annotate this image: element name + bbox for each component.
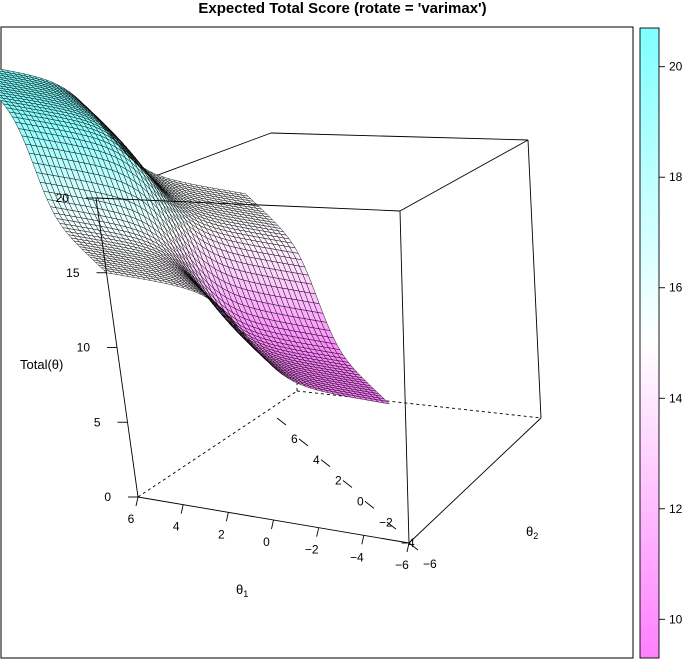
colorkey-bar: [639, 27, 660, 659]
z-tick-label: 5: [94, 415, 101, 429]
surface-mesh: [0, 68, 391, 405]
x-tick: [361, 535, 365, 545]
x-tick: [225, 512, 229, 522]
y-tick: [342, 480, 353, 488]
y-tick: [298, 438, 309, 447]
y-tick: [320, 459, 331, 468]
x-tick-label: −4: [350, 550, 364, 564]
y-tick-label: 4: [313, 453, 320, 467]
chart-title: Expected Total Score (rotate = 'varimax'…: [198, 0, 487, 17]
z-tick-label: 0: [104, 490, 111, 504]
y-tick-label: 0: [357, 495, 364, 509]
x-tick-label: 4: [173, 520, 180, 534]
y-tick-label: 6: [291, 432, 298, 446]
x-tick-label: 6: [128, 512, 135, 526]
z-tick-label: 10: [77, 341, 91, 355]
surface-facet: [380, 400, 391, 405]
x-tick-label: −2: [305, 543, 319, 557]
x-tick: [271, 519, 274, 530]
y-tick-label: −6: [423, 557, 437, 571]
colorkey-tick-label: 20: [669, 60, 683, 74]
y-tick-label: −4: [401, 536, 415, 550]
x-tick: [316, 527, 320, 537]
colorkey-tick-label: 10: [669, 612, 683, 626]
y-tick: [408, 542, 419, 551]
y-tick: [276, 417, 287, 426]
x-tick: [406, 542, 410, 553]
z-axis-label: Total(θ): [20, 357, 63, 372]
colorkey-tick-label: 18: [669, 170, 683, 184]
y-axis-label: θ2: [526, 524, 538, 541]
colorkey-tick-label: 14: [669, 391, 683, 405]
x-tick: [135, 496, 139, 507]
z-tick-label: 20: [56, 191, 70, 205]
y-tick-label: −2: [379, 515, 393, 529]
x-tick: [180, 504, 184, 514]
x-axis-label: θ1: [236, 582, 248, 599]
z-tick-label: 15: [66, 266, 80, 280]
colorkey-ticks: 10 12 14 16 18 20: [659, 60, 683, 626]
y-tick: [364, 500, 375, 509]
x-tick-label: 2: [218, 527, 225, 541]
colorkey-tick-label: 16: [669, 281, 683, 295]
colorkey-tick-label: 12: [669, 502, 683, 516]
x-tick-label: 0: [263, 535, 270, 549]
y-tick-label: 2: [335, 474, 342, 488]
x-tick-label: −6: [395, 558, 409, 572]
panel-frame: [0, 26, 634, 659]
y-tick: [386, 521, 397, 530]
